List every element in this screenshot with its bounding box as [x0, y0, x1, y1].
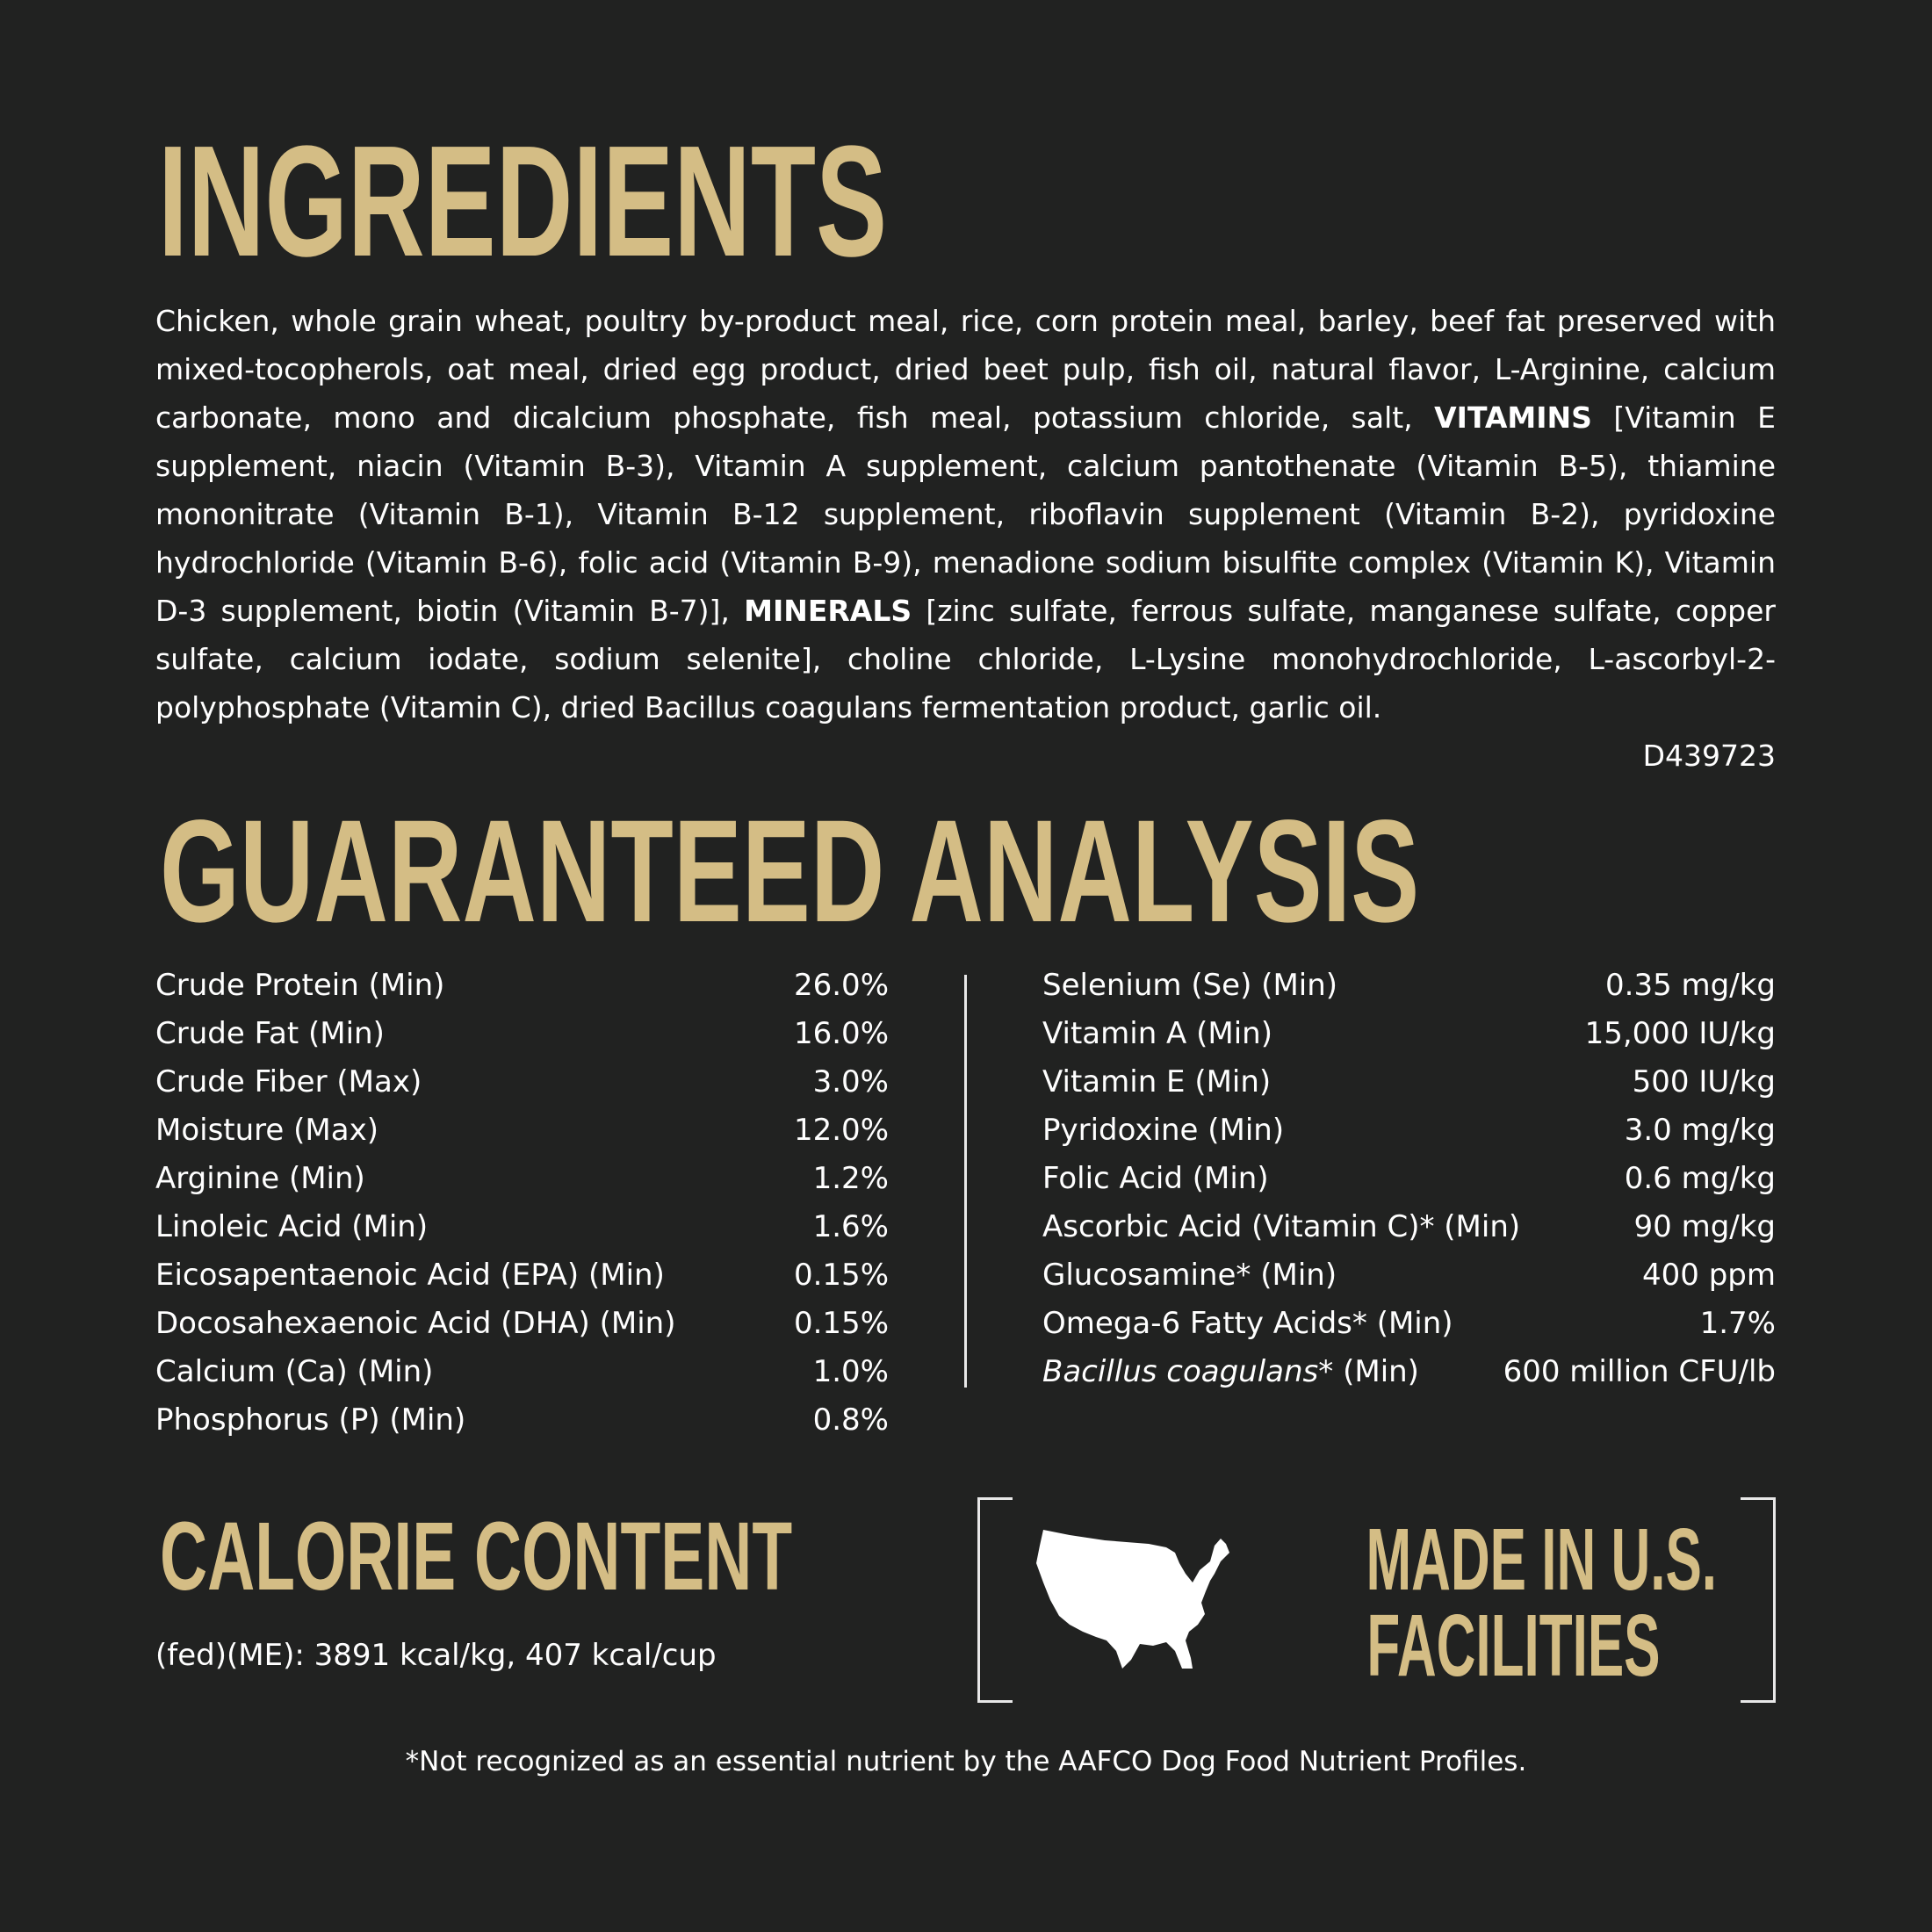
analysis-label: Linoleic Acid (Min) [155, 1209, 429, 1244]
analysis-value: 1.7% [1699, 1306, 1776, 1341]
analysis-label: Vitamin E (Min) [1042, 1064, 1272, 1099]
analysis-row: Bacillus coagulans* (Min) 600 million CF… [1042, 1348, 1776, 1396]
analysis-value: 1.6% [812, 1209, 889, 1244]
analysis-row: Selenium (Se) (Min) 0.35 mg/kg [1042, 962, 1776, 1010]
calorie-content-text: (fed)(ME): 3891 kcal/kg, 407 kcal/cup [155, 1638, 717, 1673]
analysis-row: Eicosapentaenoic Acid (EPA) (Min) 0.15% [155, 1251, 889, 1300]
analysis-value: 500 IU/kg [1632, 1064, 1776, 1099]
analysis-label-italic: Bacillus coagulans [1042, 1354, 1319, 1389]
made-line-2: FACILITIES [1366, 1597, 1661, 1695]
column-divider [964, 975, 967, 1388]
vitamins-label: VITAMINS [1434, 400, 1592, 435]
analysis-value: 600 million CFU/lb [1503, 1354, 1776, 1389]
analysis-value: 1.2% [812, 1161, 889, 1196]
analysis-label: Bacillus coagulans* (Min) [1042, 1348, 1419, 1396]
analysis-value: 3.0 mg/kg [1624, 1113, 1776, 1148]
guaranteed-analysis-heading: GUARANTEED ANALYSIS [160, 790, 1420, 953]
analysis-row: Vitamin A (Min) 15,000 IU/kg [1042, 1010, 1776, 1058]
analysis-row: Crude Fiber (Max) 3.0% [155, 1058, 889, 1107]
ingredients-heading: INGREDIENTS [158, 113, 888, 290]
analysis-row: Moisture (Max) 12.0% [155, 1107, 889, 1155]
analysis-row: Folic Acid (Min) 0.6 mg/kg [1042, 1155, 1776, 1203]
analysis-value: 26.0% [793, 968, 889, 1003]
ingredients-part: [zinc sulfate, ferrous sulfate, manganes… [155, 594, 1776, 724]
analysis-row: Glucosamine* (Min) 400 ppm [1042, 1251, 1776, 1300]
left-bracket [977, 1497, 1013, 1703]
analysis-row: Crude Fat (Min) 16.0% [155, 1010, 889, 1058]
analysis-value: 0.15% [793, 1258, 889, 1293]
analysis-value: 400 ppm [1642, 1258, 1776, 1293]
analysis-label: Pyridoxine (Min) [1042, 1113, 1285, 1148]
analysis-value: 1.0% [812, 1354, 889, 1389]
analysis-label: Calcium (Ca) (Min) [155, 1354, 434, 1389]
analysis-label: Crude Fiber (Max) [155, 1064, 422, 1099]
analysis-value: 3.0% [812, 1064, 889, 1099]
analysis-label-suffix: * (Min) [1318, 1354, 1419, 1389]
analysis-row: Phosphorus (P) (Min) 0.8% [155, 1396, 889, 1445]
analysis-label: Crude Protein (Min) [155, 968, 445, 1003]
product-code: D439723 [1642, 739, 1776, 773]
analysis-label: Folic Acid (Min) [1042, 1161, 1269, 1196]
ingredients-text: Chicken, whole grain wheat, poultry by-p… [155, 297, 1776, 732]
right-bracket [1741, 1497, 1776, 1703]
analysis-row: Ascorbic Acid (Vitamin C)* (Min) 90 mg/kg [1042, 1203, 1776, 1251]
ingredients-part: [Vitamin E supplement, niacin (Vitamin B… [155, 400, 1776, 628]
us-map-icon [1036, 1530, 1229, 1669]
analysis-row: Pyridoxine (Min) 3.0 mg/kg [1042, 1107, 1776, 1155]
analysis-label: Ascorbic Acid (Vitamin C)* (Min) [1042, 1209, 1521, 1244]
ingredients-part: Chicken, whole grain wheat, poultry by-p… [155, 304, 1776, 435]
analysis-value: 12.0% [793, 1113, 889, 1148]
analysis-value: 16.0% [793, 1016, 889, 1051]
analysis-right-column: Selenium (Se) (Min) 0.35 mg/kg Vitamin A (… [1042, 962, 1776, 1396]
analysis-label: Selenium (Se) (Min) [1042, 968, 1338, 1003]
analysis-left-column: Crude Protein (Min) 26.0% Crude Fat (Min) 1… [155, 962, 889, 1445]
analysis-value: 15,000 IU/kg [1584, 1016, 1776, 1051]
analysis-row: Crude Protein (Min) 26.0% [155, 962, 889, 1010]
analysis-label: Omega-6 Fatty Acids* (Min) [1042, 1306, 1453, 1341]
analysis-label: Moisture (Max) [155, 1113, 378, 1148]
made-in-us-badge: MADE IN U.S. FACILITIES [977, 1497, 1776, 1703]
analysis-label: Glucosamine* (Min) [1042, 1258, 1337, 1293]
analysis-row: Omega-6 Fatty Acids* (Min) 1.7% [1042, 1300, 1776, 1348]
calorie-content-heading: CALORIE CONTENT [160, 1503, 793, 1611]
analysis-label: Eicosapentaenoic Acid (EPA) (Min) [155, 1258, 665, 1293]
analysis-row: Docosahexaenoic Acid (DHA) (Min) 0.15% [155, 1300, 889, 1348]
analysis-label: Phosphorus (P) (Min) [155, 1402, 466, 1438]
analysis-row: Arginine (Min) 1.2% [155, 1155, 889, 1203]
minerals-label: MINERALS [744, 594, 912, 628]
analysis-row: Linoleic Acid (Min) 1.6% [155, 1203, 889, 1251]
made-in-us-text: MADE IN U.S. FACILITIES [1258, 1510, 1768, 1695]
analysis-value: 90 mg/kg [1633, 1209, 1777, 1244]
analysis-value: 0.8% [812, 1402, 889, 1438]
analysis-label: Crude Fat (Min) [155, 1016, 385, 1051]
analysis-value: 0.15% [793, 1306, 889, 1341]
footnote: *Not recognized as an essential nutrient… [405, 1746, 1527, 1777]
analysis-label: Docosahexaenoic Acid (DHA) (Min) [155, 1306, 676, 1341]
analysis-label: Arginine (Min) [155, 1161, 365, 1196]
made-line-1: MADE IN U.S. [1366, 1510, 1718, 1609]
analysis-label: Vitamin A (Min) [1042, 1016, 1272, 1051]
analysis-row: Calcium (Ca) (Min) 1.0% [155, 1348, 889, 1396]
analysis-row: Vitamin E (Min) 500 IU/kg [1042, 1058, 1776, 1107]
analysis-value: 0.35 mg/kg [1605, 968, 1776, 1003]
analysis-value: 0.6 mg/kg [1624, 1161, 1776, 1196]
